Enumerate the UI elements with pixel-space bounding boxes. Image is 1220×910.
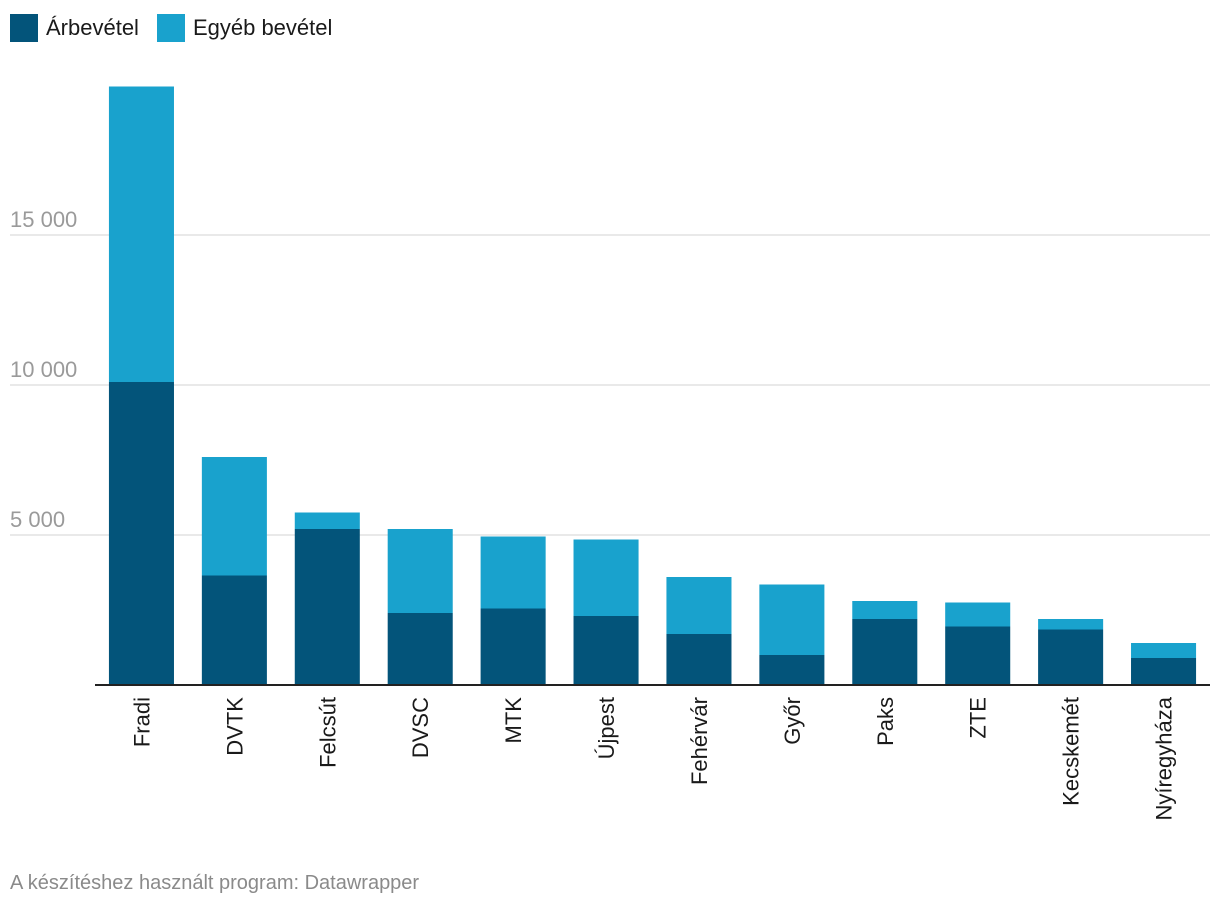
x-category-label: Kecskemét [1059, 697, 1084, 806]
bar-dvtk-series-0 [201, 575, 267, 685]
bar-feh-rv-r-series-0 [666, 634, 732, 685]
bar-dvsc-series-0 [387, 613, 453, 685]
bar-mtk-series-1 [480, 536, 546, 609]
y-tick-label-15000: 15 000 [10, 207, 77, 232]
x-category-label: ZTE [966, 697, 991, 739]
x-category-label: DVSC [408, 697, 433, 758]
bar-fradi-series-1 [108, 86, 174, 382]
bar-mtk-series-0 [480, 608, 546, 685]
x-category-label: Felcsút [315, 697, 340, 768]
bar--jpest-series-0 [573, 616, 639, 685]
chart-legend: Árbevétel Egyéb bevétel [10, 14, 350, 42]
x-category-label: MTK [501, 697, 526, 744]
bar-chart: 5 000 10 000 15 000 Fradi DVTK Felcsút DVSC MTK… [10, 86, 1210, 821]
bar-gy-r-series-1 [759, 584, 825, 655]
bar-dvtk-series-1 [201, 457, 267, 576]
bar-gy-r-series-0 [759, 655, 825, 685]
bar-zte-series-1 [945, 602, 1011, 627]
x-category-label: Nyíregyháza [1152, 696, 1177, 820]
x-category-label: Győr [780, 697, 805, 745]
x-category-label: Újpest [594, 697, 619, 759]
legend-item-arbevetel: Árbevétel [10, 14, 139, 42]
label-layer: 5 000 10 000 15 000 Fradi DVTK Felcsút DVSC MTK… [10, 207, 1177, 821]
x-category-label: Paks [873, 697, 898, 746]
legend-item-egyeb-bevetel: Egyéb bevétel [156, 14, 333, 42]
grid-layer [10, 234, 1210, 536]
x-category-label: Fradi [129, 697, 154, 747]
bar-ny-regyh-za-series-1 [1131, 643, 1197, 658]
legend-label-egyeb-bevetel: Egyéb bevétel [192, 15, 333, 40]
source-footer: A készítéshez használt program: Datawrap… [10, 872, 420, 894]
bar-kecskem-t-series-0 [1038, 629, 1104, 685]
bar-felcs-t-series-0 [294, 529, 360, 685]
x-category-label: DVTK [222, 697, 247, 756]
bar-paks-series-1 [852, 601, 918, 619]
bar-fradi-series-0 [108, 382, 174, 685]
bar-felcs-t-series-1 [294, 512, 360, 529]
bar-ny-regyh-za-series-0 [1131, 658, 1197, 685]
y-tick-label-5000: 5 000 [10, 507, 65, 532]
legend-swatch-egyeb-bevetel [156, 14, 185, 42]
legend-swatch-arbevetel [10, 14, 38, 42]
bar-zte-series-0 [945, 626, 1011, 685]
bar-feh-rv-r-series-1 [666, 577, 732, 634]
bar-kecskem-t-series-1 [1038, 619, 1104, 630]
bar-dvsc-series-1 [387, 529, 453, 613]
y-tick-label-10000: 10 000 [10, 357, 77, 382]
legend-label-arbevetel: Árbevétel [46, 15, 139, 40]
bar-layer [108, 86, 1197, 685]
x-category-label: Fehérvár [687, 697, 712, 785]
bar--jpest-series-1 [573, 539, 639, 616]
bar-paks-series-0 [852, 619, 918, 685]
